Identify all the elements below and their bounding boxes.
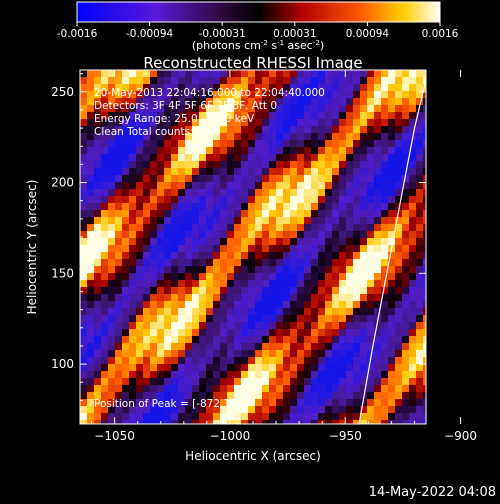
x-axis-label: Heliocentric X (arcsec) — [185, 449, 321, 463]
annotation-detectors: Detectors: 3F 4F 5F 6F 7F 8F, Att 0 — [94, 100, 277, 112]
colorbar-units: (photons cm-2 s-1 asec-2) — [192, 39, 324, 52]
colorbar-gradient — [76, 1, 441, 23]
y-axis-label: Heliocentric Y (arcsec) — [25, 180, 39, 315]
footer-timestamp: 14-May-2022 04:08 — [369, 485, 496, 500]
y-tick-label: 100 — [51, 357, 74, 371]
x-tick-label: −1050 — [94, 429, 135, 443]
annotation-clean-counts: Clean Total counts: 533. — [94, 126, 220, 138]
annotation-block: 20-May-2013 22:04:16.000 to 22:04:40.000… — [94, 87, 325, 410]
colorbar-tick-label: 0.00094 — [346, 28, 390, 40]
y-tick-label: 150 — [51, 266, 74, 280]
colorbar-tick-label: 0.0016 — [422, 28, 459, 40]
solar-limb-line — [358, 77, 426, 424]
colorbar-tick-label: 0.00031 — [273, 28, 316, 40]
x-axis-ticks: −1050 −1000 −950 −900 — [91, 70, 477, 443]
y-axis-ticks: 100 150 200 250 — [51, 73, 426, 420]
chart-title: Reconstructed RHESSI Image — [143, 54, 362, 72]
x-tick-label: −1000 — [210, 429, 251, 443]
y-tick-label: 200 — [51, 176, 74, 190]
y-tick-label: 250 — [51, 85, 74, 99]
heatmap-image — [79, 69, 427, 425]
colorbar: -0.0016 -0.00094 -0.00031 0.00031 0.00094 0.0… — [57, 1, 459, 52]
colorbar-tick-label: -0.00094 — [126, 28, 174, 40]
colorbar-ticks: -0.0016 -0.00094 -0.00031 0.00031 0.00094 0.0… — [57, 22, 459, 40]
annotation-time-range: 20-May-2013 22:04:16.000 to 22:04:40.000 — [94, 87, 325, 99]
annotation-peak-position: Position of Peak = [-872,141] — [94, 398, 248, 410]
x-tick-label: −950 — [329, 429, 362, 443]
annotation-energy-range: Energy Range: 25.0 - 50.0 keV — [94, 113, 255, 125]
colorbar-tick-label: -0.00031 — [199, 28, 246, 40]
x-tick-label: −900 — [444, 429, 477, 443]
colorbar-tick-label: -0.0016 — [57, 28, 98, 40]
